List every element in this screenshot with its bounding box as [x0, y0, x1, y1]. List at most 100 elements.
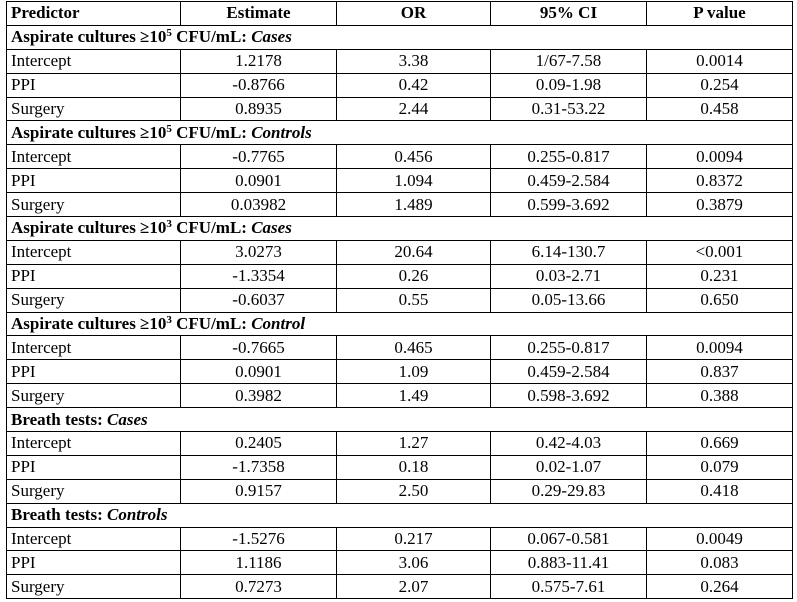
section-row: Aspirate cultures ≥103 CFU/mL: Control [6, 311, 793, 337]
section-row: Breath tests: Cases [6, 407, 793, 433]
section-title: Aspirate cultures ≥105 CFU/mL: Controls [6, 120, 793, 146]
section-row: Aspirate cultures ≥105 CFU/mL: Controls [6, 120, 793, 146]
value-cell: 0.458 [646, 96, 793, 122]
data-row: PPI -0.8766 0.42 0.09-1.98 0.254 [6, 72, 793, 98]
value-cell: 0.650 [646, 287, 793, 313]
section-unit: CFU/mL: [171, 314, 252, 334]
data-row: Intercept -0.7765 0.456 0.255-0.817 0.0094 [6, 144, 793, 170]
value-cell: <0.001 [646, 239, 793, 265]
value-cell: 0.02-1.07 [490, 454, 647, 480]
value-cell: 3.0273 [180, 239, 337, 265]
data-row: Surgery 0.3982 1.49 0.598-3.692 0.388 [6, 383, 793, 409]
value-cell: 1/67-7.58 [490, 48, 647, 74]
header-cell: 95% CI [490, 1, 647, 26]
section-row: Aspirate cultures ≥103 CFU/mL: Cases [6, 216, 793, 241]
value-cell: 0.459-2.584 [490, 168, 647, 194]
section-unit: CFU/mL: [171, 218, 252, 238]
data-row: Surgery 0.8935 2.44 0.31-53.22 0.458 [6, 96, 793, 122]
value-cell: 0.255-0.817 [490, 335, 647, 361]
value-cell: 0.26 [336, 263, 491, 289]
predictor-cell: Intercept [6, 526, 181, 552]
value-cell: 0.599-3.692 [490, 192, 647, 218]
value-cell: 1.27 [336, 431, 491, 456]
data-row: PPI -1.7358 0.18 0.02-1.07 0.079 [6, 454, 793, 480]
predictor-cell: Surgery [6, 192, 181, 218]
data-row: Intercept 1.2178 3.38 1/67-7.58 0.0014 [6, 48, 793, 74]
value-cell: 0.217 [336, 526, 491, 552]
predictor-cell: Surgery [6, 574, 181, 600]
value-cell: -1.3354 [180, 263, 337, 289]
section-group: Controls [107, 505, 168, 525]
value-cell: 0.05-13.66 [490, 287, 647, 313]
value-cell: 0.29-29.83 [490, 478, 647, 504]
section-title: Aspirate cultures ≥105 CFU/mL: Cases [6, 24, 793, 50]
header-cell: Estimate [180, 1, 337, 26]
superscript: 3 [166, 218, 172, 231]
header-row: Predictor Estimate OR 95% CI P value [6, 1, 793, 26]
value-cell: 0.09-1.98 [490, 72, 647, 98]
data-row: Intercept -0.7665 0.465 0.255-0.817 0.0094 [6, 335, 793, 361]
section-row: Breath tests: Controls [6, 502, 793, 528]
predictor-cell: Intercept [6, 431, 181, 456]
value-cell: 0.3879 [646, 192, 793, 218]
data-row: Intercept 0.2405 1.27 0.42-4.03 0.669 [6, 431, 793, 456]
value-cell: 0.42 [336, 72, 491, 98]
section-group: Cases [107, 409, 148, 429]
section-title: Breath tests: Cases [6, 407, 793, 433]
header-cell: Predictor [6, 1, 181, 26]
value-cell: 0.231 [646, 263, 793, 289]
section-label: Aspirate cultures ≥10 [11, 27, 167, 47]
value-cell: 1.49 [336, 383, 491, 409]
value-cell: 0.883-11.41 [490, 550, 647, 576]
value-cell: 0.254 [646, 72, 793, 98]
data-row: PPI 0.0901 1.09 0.459-2.584 0.837 [6, 359, 793, 385]
value-cell: 1.09 [336, 359, 491, 385]
predictor-cell: Intercept [6, 335, 181, 361]
section-label: Breath tests: [11, 409, 107, 429]
data-row: PPI 1.1186 3.06 0.883-11.41 0.083 [6, 550, 793, 576]
value-cell: 0.9157 [180, 478, 337, 504]
value-cell: 0.8372 [646, 168, 793, 194]
superscript: 3 [166, 314, 172, 327]
value-cell: 0.669 [646, 431, 793, 456]
value-cell: 0.418 [646, 478, 793, 504]
value-cell: -1.5276 [180, 526, 337, 552]
value-cell: 0.55 [336, 287, 491, 313]
value-cell: 1.1186 [180, 550, 337, 576]
results-table: Predictor Estimate OR 95% CI P value Aspirat… [6, 1, 793, 600]
value-cell: 0.03982 [180, 192, 337, 218]
value-cell: 6.14-130.7 [490, 239, 647, 265]
superscript: 5 [166, 122, 172, 135]
value-cell: 0.7273 [180, 574, 337, 600]
value-cell: 1.2178 [180, 48, 337, 74]
value-cell: 0.067-0.581 [490, 526, 647, 552]
predictor-cell: PPI [6, 263, 181, 289]
section-group: Control [251, 314, 306, 334]
value-cell: 3.06 [336, 550, 491, 576]
data-row: Surgery 0.7273 2.07 0.575-7.61 0.264 [6, 574, 793, 600]
predictor-cell: Intercept [6, 48, 181, 74]
section-label: Aspirate cultures ≥10 [11, 122, 167, 142]
value-cell: 0.465 [336, 335, 491, 361]
value-cell: 1.094 [336, 168, 491, 194]
value-cell: 0.0901 [180, 168, 337, 194]
predictor-cell: Intercept [6, 239, 181, 265]
data-row: PPI 0.0901 1.094 0.459-2.584 0.8372 [6, 168, 793, 194]
predictor-cell: PPI [6, 550, 181, 576]
data-row: Intercept 3.0273 20.64 6.14-130.7 <0.001 [6, 239, 793, 265]
value-cell: 1.489 [336, 192, 491, 218]
section-label: Aspirate cultures ≥10 [11, 218, 167, 238]
value-cell: 0.0094 [646, 144, 793, 170]
data-row: Intercept -1.5276 0.217 0.067-0.581 0.0049 [6, 526, 793, 552]
value-cell: 0.0901 [180, 359, 337, 385]
value-cell: 0.598-3.692 [490, 383, 647, 409]
value-cell: 3.38 [336, 48, 491, 74]
value-cell: 0.0014 [646, 48, 793, 74]
data-row: PPI -1.3354 0.26 0.03-2.71 0.231 [6, 263, 793, 289]
value-cell: 2.50 [336, 478, 491, 504]
value-cell: -0.7665 [180, 335, 337, 361]
predictor-cell: Surgery [6, 96, 181, 122]
predictor-cell: Surgery [6, 287, 181, 313]
section-row: Aspirate cultures ≥105 CFU/mL: Cases [6, 24, 793, 50]
